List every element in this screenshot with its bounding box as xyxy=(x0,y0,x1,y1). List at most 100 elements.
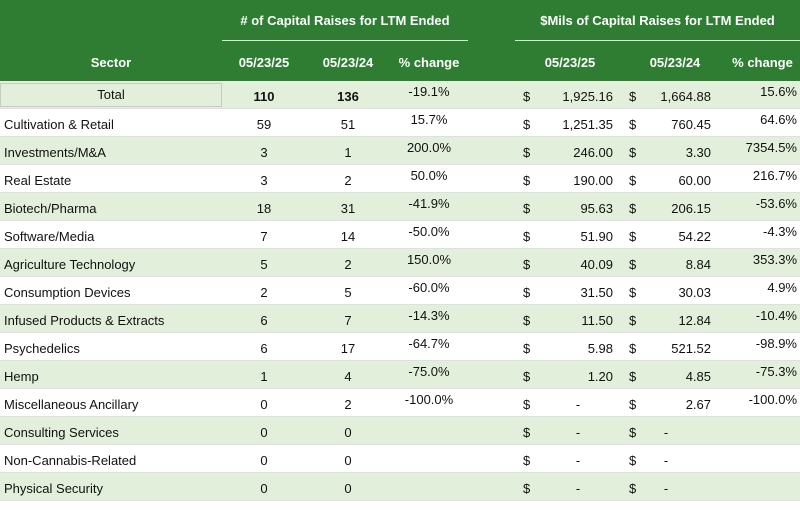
count-group-rule xyxy=(222,40,468,41)
currency-symbol: $ xyxy=(523,229,531,244)
count-2025-cell: 59 xyxy=(256,117,272,132)
currency-symbol: $ xyxy=(629,341,637,356)
currency-symbol: $ xyxy=(629,285,637,300)
currency-symbol: $ xyxy=(523,425,531,440)
sector-cell: Investments/M&A xyxy=(4,145,106,160)
count-2025-cell: 0 xyxy=(260,481,268,496)
currency-symbol: $ xyxy=(523,257,531,272)
sector-cell: Hemp xyxy=(4,369,39,384)
count-2024-cell: 51 xyxy=(340,117,356,132)
count-pct-change-cell xyxy=(390,445,468,473)
mils-pct-change-cell: -100.0% xyxy=(748,392,797,407)
count-pct-change-cell: -75.0% xyxy=(408,364,450,379)
mils-2024-cell: 12.84 xyxy=(678,313,711,328)
count-pct-change-cell: -60.0% xyxy=(408,280,450,295)
mils-date-b-header: 05/23/24 xyxy=(649,55,701,70)
currency-symbol: $ xyxy=(629,229,637,244)
count-2025-cell: 0 xyxy=(260,453,268,468)
count-pct-change-cell: -64.7% xyxy=(408,336,450,351)
mils-2025-cell: 190.00 xyxy=(573,173,613,188)
count-2024-cell: 17 xyxy=(340,341,356,356)
mils-pct-change-cell: -53.6% xyxy=(755,196,797,211)
count-pct-change-cell: 150.0% xyxy=(406,252,452,267)
mils-2024-cell: 4.85 xyxy=(685,369,711,384)
sector-cell: Agriculture Technology xyxy=(4,257,136,272)
currency-symbol: $ xyxy=(523,481,531,496)
count-date-a-header: 05/23/25 xyxy=(238,55,290,70)
mils-2024-cell: - xyxy=(663,425,669,440)
count-group-title: # of Capital Raises for LTM Ended xyxy=(240,13,450,28)
currency-symbol: $ xyxy=(523,453,531,468)
mils-2024-cell: 60.00 xyxy=(678,173,711,188)
count-2025-cell: 0 xyxy=(260,397,268,412)
sector-cell: Physical Security xyxy=(4,481,103,496)
sector-cell: Software/Media xyxy=(4,229,95,244)
table-row: Real Estate 3 2 50.0% $190.00 $60.00 216.7% xyxy=(0,165,800,193)
count-2024-cell: 2 xyxy=(344,257,352,272)
currency-symbol: $ xyxy=(523,285,531,300)
mils-pct-change-header: % change xyxy=(732,55,793,70)
mils-2025-cell: 1,251.35 xyxy=(562,117,613,132)
sector-cell: Non-Cannabis-Related xyxy=(4,453,137,468)
sector-cell: Miscellaneous Ancillary xyxy=(4,397,139,412)
currency-symbol: $ xyxy=(629,481,637,496)
mils-2025-cell: 95.63 xyxy=(580,201,613,216)
mils-pct-change-cell: -75.3% xyxy=(755,364,797,379)
count-2025-cell: 3 xyxy=(260,173,268,188)
count-2024-cell: 31 xyxy=(340,201,356,216)
currency-symbol: $ xyxy=(629,369,637,384)
mils-pct-change-cell: 4.9% xyxy=(767,280,797,295)
mils-pct-change-cell: -98.9% xyxy=(755,336,797,351)
mils-2025-cell: - xyxy=(575,425,581,440)
currency-symbol: $ xyxy=(523,369,531,384)
table-row: Consumption Devices 2 5 -60.0% $31.50 $30.03 4… xyxy=(0,277,800,305)
mils-pct-change-cell: 7354.5% xyxy=(745,140,797,155)
table-row: Investments/M&A 3 1 200.0% $246.00 $3.30 7354.… xyxy=(0,137,800,165)
table-row: Biotech/Pharma 18 31 -41.9% $95.63 $206.15 -53… xyxy=(0,193,800,221)
table-row: Consulting Services 0 0 $ - $ - xyxy=(0,417,800,445)
sector-cell: Infused Products & Extracts xyxy=(4,313,165,328)
count-pct-change-cell: -19.1% xyxy=(408,84,450,99)
count-2024-cell: 0 xyxy=(344,481,352,496)
currency-symbol: $ xyxy=(629,425,637,440)
count-2024-cell: 136 xyxy=(337,89,359,104)
count-pct-change-cell: 50.0% xyxy=(410,168,448,183)
currency-symbol: $ xyxy=(523,313,531,328)
currency-symbol: $ xyxy=(629,257,637,272)
count-pct-change-cell xyxy=(390,417,468,445)
count-2025-cell: 6 xyxy=(260,313,268,328)
mils-2025-cell: 51.90 xyxy=(580,229,613,244)
mils-2024-cell: 54.22 xyxy=(678,229,711,244)
mils-2025-cell: - xyxy=(575,481,581,496)
count-2024-cell: 2 xyxy=(344,173,352,188)
mils-pct-change-cell xyxy=(725,473,797,501)
sector-column-header: Sector xyxy=(90,55,132,70)
count-pct-change-cell: -100.0% xyxy=(404,392,454,407)
mils-date-a-header: 05/23/25 xyxy=(544,55,596,70)
mils-2025-cell: 5.98 xyxy=(587,341,613,356)
mils-pct-change-cell: 353.3% xyxy=(752,252,797,267)
table-row: Infused Products & Extracts 6 7 -14.3% $11.5… xyxy=(0,305,800,333)
count-2024-cell: 7 xyxy=(344,313,352,328)
table-row: Non-Cannabis-Related 0 0 $ - $ - xyxy=(0,445,800,473)
count-2025-cell: 3 xyxy=(260,145,268,160)
currency-symbol: $ xyxy=(523,341,531,356)
mils-2025-cell: 40.09 xyxy=(580,257,613,272)
count-pct-change-cell: 15.7% xyxy=(410,112,448,127)
count-2024-cell: 5 xyxy=(344,285,352,300)
sector-cell: Total xyxy=(0,83,222,107)
currency-symbol: $ xyxy=(629,89,637,104)
count-pct-change-header: % change xyxy=(398,55,460,70)
table-body: Total 110 136 -19.1% $1,925.16 $1,664.88 15.6%… xyxy=(0,81,800,501)
currency-symbol: $ xyxy=(629,117,637,132)
count-2025-cell: 110 xyxy=(253,89,275,104)
total-row: Total 110 136 -19.1% $1,925.16 $1,664.88 15.6% xyxy=(0,81,800,109)
currency-symbol: $ xyxy=(523,397,531,412)
mils-2024-cell: - xyxy=(663,453,669,468)
currency-symbol: $ xyxy=(629,397,637,412)
mils-2024-cell: 8.84 xyxy=(685,257,711,272)
mils-pct-change-cell xyxy=(725,417,797,445)
mils-2025-cell: 246.00 xyxy=(573,145,613,160)
mils-pct-change-cell: -4.3% xyxy=(763,224,797,239)
currency-symbol: $ xyxy=(629,145,637,160)
